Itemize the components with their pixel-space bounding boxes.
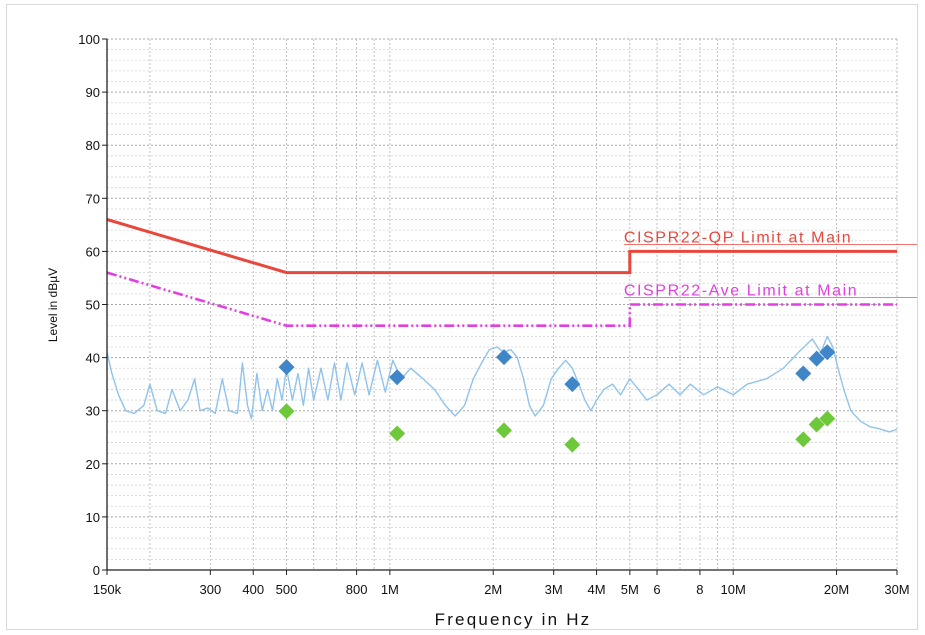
- y-tick-label: 0: [93, 563, 100, 578]
- x-tick-label: 5M: [621, 582, 639, 597]
- measurement-marker: [808, 350, 825, 367]
- measurement-marker: [278, 359, 295, 376]
- x-tick-label: 1M: [381, 582, 399, 597]
- x-tick-label: 2M: [484, 582, 502, 597]
- x-tick-label: 400: [242, 582, 264, 597]
- x-tick-label: 300: [199, 582, 221, 597]
- measurement-marker: [795, 431, 812, 448]
- series-line: [107, 271, 897, 327]
- y-tick-label: 60: [86, 244, 100, 259]
- series-line: [107, 335, 897, 433]
- measurement-marker: [389, 425, 406, 442]
- y-tick-label: 10: [86, 510, 100, 525]
- y-axis-title: Level in dBµV: [46, 268, 60, 342]
- x-tick-label: 4M: [588, 582, 606, 597]
- grid: [107, 38, 898, 571]
- measurement-marker: [795, 365, 812, 382]
- y-tick-label: 100: [78, 32, 100, 47]
- y-tick-label: 20: [86, 457, 100, 472]
- emission-chart: 0 10 20 30 40 50 60 70 80 90 100 150k 300 400 500 800 1M…: [46, 32, 917, 629]
- x-tick-label: 150k: [93, 582, 122, 597]
- y-tick-label: 90: [86, 85, 100, 100]
- measurement-marker: [278, 403, 295, 420]
- measurement-marker: [389, 369, 406, 386]
- x-axis-title: Frequency in Hz: [435, 610, 592, 629]
- x-tick-label: 800: [346, 582, 368, 597]
- x-tick-label: 10M: [721, 582, 746, 597]
- measurement-marker: [819, 410, 836, 427]
- y-tick-label: 70: [86, 191, 100, 206]
- measurement-marker: [819, 344, 836, 361]
- series-group: [107, 218, 897, 433]
- series-line: [107, 218, 897, 275]
- axes: 0 10 20 30 40 50 60 70 80 90 100 150k 300 400 500 800 1M…: [78, 32, 909, 597]
- measurement-marker: [808, 416, 825, 433]
- chart-frame: 0 10 20 30 40 50 60 70 80 90 100 150k 300 400 500 800 1M…: [6, 4, 918, 630]
- series-labels: CISPR22-QP Limit at Main CISPR22-Ave Limi…: [623, 229, 917, 300]
- measurement-marker: [496, 349, 513, 366]
- y-tick-label: 40: [86, 351, 100, 366]
- x-tick-label: 30M: [884, 582, 909, 597]
- x-tick-label: 20M: [824, 582, 849, 597]
- y-tick-label: 80: [86, 138, 100, 153]
- y-tick-label: 30: [86, 404, 100, 419]
- series-label: CISPR22-Ave Limit at Main: [624, 283, 858, 300]
- x-tick-label: 8: [696, 582, 703, 597]
- series-label: CISPR22-QP Limit at Main: [624, 229, 852, 246]
- measurement-marker: [496, 422, 513, 439]
- x-tick-label: 500: [276, 582, 298, 597]
- measurement-marker: [564, 436, 581, 453]
- marker-group: [278, 344, 836, 453]
- measurement-marker: [564, 376, 581, 393]
- y-tick-label: 50: [86, 298, 100, 313]
- x-tick-label: 6: [653, 582, 660, 597]
- x-tick-label: 3M: [545, 582, 563, 597]
